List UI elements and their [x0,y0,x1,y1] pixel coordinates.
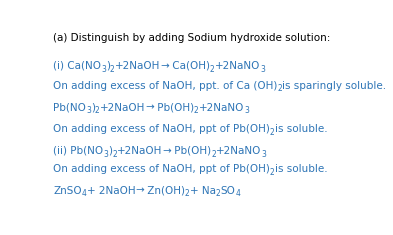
Text: is sparingly soluble.: is sparingly soluble. [282,81,386,91]
Text: + 2NaOH: + 2NaOH [86,186,135,196]
Text: is soluble.: is soluble. [275,164,327,174]
Text: 2: 2 [277,85,282,94]
Text: 3: 3 [261,150,266,159]
Text: →: → [145,102,154,113]
Text: 4: 4 [82,189,86,198]
Text: 3: 3 [101,65,106,74]
Text: 2: 2 [110,65,115,74]
Text: (ii) Pb(NO: (ii) Pb(NO [53,146,103,156]
Text: ): ) [106,61,110,71]
Text: Pb(NO: Pb(NO [53,102,86,113]
Text: +2NaNO: +2NaNO [198,102,244,113]
Text: ): ) [108,146,112,156]
Text: 4: 4 [235,189,240,198]
Text: ): ) [91,102,95,113]
Text: 3: 3 [244,106,249,115]
Text: +2NaNO: +2NaNO [215,61,260,71]
Text: +2NaNO: +2NaNO [216,146,261,156]
Text: 2: 2 [194,106,198,115]
Text: On adding excess of NaOH, ppt of Pb(OH): On adding excess of NaOH, ppt of Pb(OH) [53,164,270,174]
Text: Pb(OH): Pb(OH) [171,146,211,156]
Text: +2NaOH: +2NaOH [99,102,145,113]
Text: 2: 2 [112,150,117,159]
Text: 2: 2 [210,65,215,74]
Text: On adding excess of NaOH, ppt of Pb(OH): On adding excess of NaOH, ppt of Pb(OH) [53,124,270,134]
Text: +2NaOH: +2NaOH [117,146,162,156]
Text: 2: 2 [270,128,275,137]
Text: Zn(OH): Zn(OH) [144,186,185,196]
Text: →: → [135,186,144,196]
Text: Ca(OH): Ca(OH) [169,61,210,71]
Text: (a) Distinguish by adding Sodium hydroxide solution:: (a) Distinguish by adding Sodium hydroxi… [53,33,331,43]
Text: 2: 2 [185,189,190,198]
Text: 2: 2 [95,106,99,115]
Text: + Na: + Na [190,186,216,196]
Text: 3: 3 [86,106,91,115]
Text: →: → [162,146,171,156]
Text: SO: SO [220,186,235,196]
Text: 2: 2 [216,189,220,198]
Text: is soluble.: is soluble. [275,124,327,134]
Text: 2: 2 [270,168,275,177]
Text: ZnSO: ZnSO [53,186,82,196]
Text: 2: 2 [211,150,216,159]
Text: →: → [160,61,169,71]
Text: 3: 3 [103,150,108,159]
Text: +2NaOH: +2NaOH [115,61,160,71]
Text: On adding excess of NaOH, ppt. of Ca (OH): On adding excess of NaOH, ppt. of Ca (OH… [53,81,277,91]
Text: 3: 3 [260,65,265,74]
Text: Pb(OH): Pb(OH) [154,102,194,113]
Text: (i) Ca(NO: (i) Ca(NO [53,61,101,71]
